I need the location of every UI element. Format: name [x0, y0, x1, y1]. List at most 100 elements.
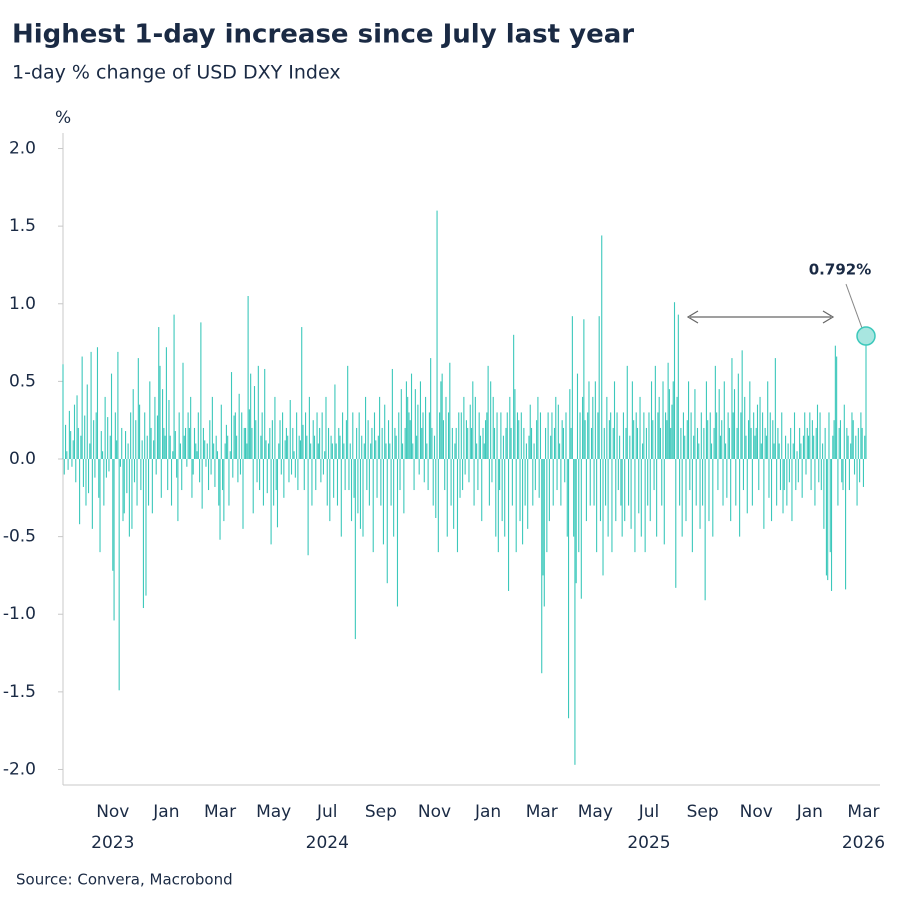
- bar: [602, 459, 604, 576]
- bar: [742, 459, 744, 491]
- bar: [322, 459, 324, 475]
- bar: [719, 435, 722, 459]
- bar: [589, 459, 591, 506]
- bar: [289, 400, 291, 459]
- bar: [366, 459, 368, 491]
- bar: [381, 427, 383, 459]
- bar: [859, 459, 861, 483]
- bar: [375, 440, 377, 459]
- bar: [170, 459, 173, 506]
- bar: [467, 427, 469, 459]
- bar: [207, 459, 210, 491]
- bar: [662, 381, 664, 459]
- bar: [339, 435, 341, 459]
- bar: [455, 427, 457, 459]
- bar: [855, 435, 857, 459]
- bar: [89, 443, 91, 459]
- bar: [765, 435, 767, 459]
- bar: [331, 443, 333, 459]
- bar: [163, 427, 165, 459]
- bar: [519, 459, 521, 522]
- x-tick-label: Sep: [687, 802, 719, 822]
- bar: [267, 443, 270, 459]
- bar: [260, 435, 262, 459]
- bar: [96, 347, 99, 459]
- bar: [608, 420, 610, 459]
- y-tick-label: -1.0: [3, 604, 36, 624]
- bar: [283, 459, 285, 498]
- bar: [158, 327, 160, 459]
- bar: [205, 459, 207, 467]
- bar: [672, 381, 674, 459]
- bar: [834, 345, 836, 459]
- bar: [818, 459, 820, 483]
- x-tick-label: Sep: [365, 802, 397, 822]
- bar: [242, 459, 244, 529]
- bar: [705, 381, 707, 459]
- bar: [814, 459, 816, 506]
- bar: [582, 396, 584, 459]
- bar: [229, 451, 231, 459]
- bar: [91, 459, 93, 529]
- bar: [315, 459, 317, 491]
- bar: [255, 420, 257, 459]
- bar: [767, 381, 769, 459]
- bar: [371, 427, 373, 459]
- bar: [273, 459, 275, 506]
- bar: [379, 396, 381, 459]
- x-tick-label: Jan: [152, 802, 179, 822]
- bar: [431, 427, 433, 459]
- bar: [627, 459, 630, 506]
- bar: [825, 459, 827, 576]
- bar: [507, 459, 510, 591]
- bar: [638, 459, 640, 514]
- bar: [534, 459, 536, 491]
- bar: [739, 459, 741, 537]
- bar: [774, 358, 776, 459]
- y-axis-label: %: [55, 108, 71, 128]
- bar: [481, 459, 483, 522]
- bar: [426, 443, 428, 459]
- bar: [213, 443, 215, 459]
- bar: [713, 427, 715, 459]
- bar: [76, 395, 78, 459]
- bar: [675, 459, 677, 588]
- bar: [473, 459, 475, 506]
- bar: [113, 459, 115, 621]
- bar: [372, 459, 374, 553]
- bar: [758, 459, 760, 491]
- bar: [382, 459, 384, 545]
- bar: [357, 459, 359, 514]
- bar: [842, 459, 844, 491]
- bar: [553, 427, 556, 459]
- bar: [142, 459, 144, 609]
- bar: [749, 381, 751, 459]
- bar: [238, 393, 240, 459]
- bar: [829, 459, 831, 553]
- bar: [62, 364, 64, 459]
- bar: [358, 412, 360, 459]
- bar: [698, 443, 700, 459]
- bar: [464, 459, 466, 475]
- bar: [259, 459, 261, 491]
- bar: [815, 427, 817, 459]
- bar: [598, 316, 600, 459]
- bar: [793, 412, 796, 459]
- bar: [852, 420, 854, 459]
- bar: [642, 443, 644, 459]
- bar: [176, 459, 178, 478]
- x-tick-label: Jan: [474, 802, 501, 822]
- bar: [287, 435, 289, 459]
- bar: [730, 459, 732, 522]
- bar: [800, 443, 802, 459]
- bar: [126, 459, 128, 494]
- bar: [726, 459, 728, 498]
- bar: [552, 459, 554, 506]
- bar: [479, 435, 482, 459]
- bar: [518, 420, 520, 459]
- bar: [514, 389, 516, 459]
- bar: [320, 459, 322, 483]
- bar: [70, 431, 72, 459]
- bar: [476, 443, 478, 459]
